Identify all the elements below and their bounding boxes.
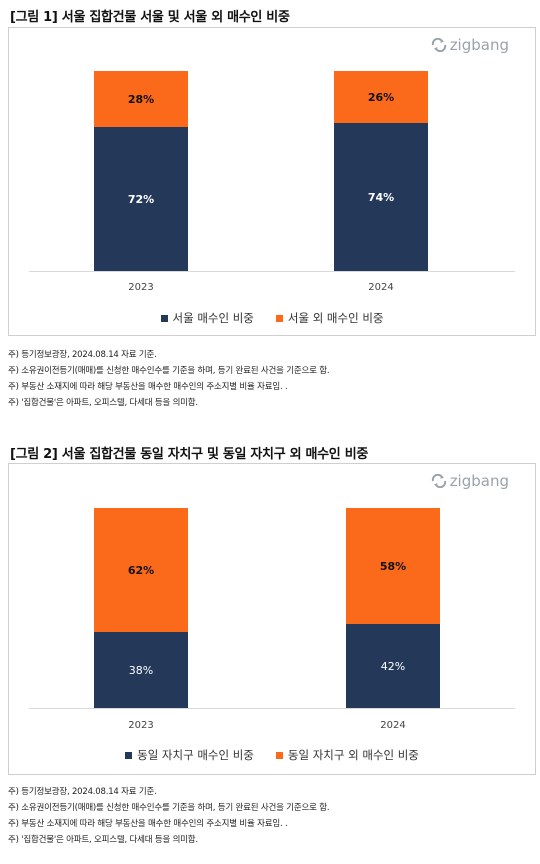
figure-2-notes: 주) 등기정보광장, 2024.08.14 자료 기준. 주) 소유권이전등기(… [8, 784, 330, 848]
note-line: 주) 부동산 소재지에 따라 해당 부동산을 매수한 매수인의 주소지별 비율 … [8, 819, 288, 829]
legend-swatch-orange [275, 751, 283, 759]
data-label: 26% [368, 91, 394, 104]
figure-1-chart-panel: zigbang 72% 28% 2023 74% 26% 2024 서울 매수인 비중 서… [8, 27, 536, 336]
bar-segment [94, 632, 188, 708]
zigbang-logo-icon [431, 474, 447, 488]
legend-swatch-navy [160, 314, 168, 322]
legend-label: 동일 자치구 외 매수인 비중 [287, 748, 419, 762]
bar-segment [94, 127, 188, 271]
data-label: 62% [128, 564, 154, 577]
legend-label: 서울 외 매수인 비중 [287, 311, 384, 325]
data-label: 72% [128, 193, 154, 206]
bar-segment [334, 71, 428, 123]
data-label: 38% [129, 664, 153, 677]
legend-swatch-navy [125, 751, 133, 759]
x-tick-label: 2023 [128, 720, 153, 731]
figure-2-chart-panel: zigbang 38% 62% 2023 42% 58% 2024 동일 자치구 매수인 … [8, 463, 536, 775]
note-line: 주) 등기정보광장, 2024.08.14 자료 기준. [8, 350, 157, 360]
bar-segment [94, 71, 188, 127]
legend-item-same-district: 동일 자치구 매수인 비중 [125, 747, 254, 763]
legend-item-other-district: 동일 자치구 외 매수인 비중 [275, 747, 419, 763]
zigbang-logo: zigbang [431, 472, 509, 490]
legend-label: 동일 자치구 매수인 비중 [137, 748, 254, 762]
bar-segment [346, 624, 440, 708]
zigbang-logo-icon [431, 38, 447, 52]
note-line: 주) 등기정보광장, 2024.08.14 자료 기준. [8, 787, 157, 797]
figure-2-legend: 동일 자치구 매수인 비중 동일 자치구 외 매수인 비중 [9, 747, 535, 763]
figure-1-stacked-bar-chart: 72% 28% 2023 74% 26% 2024 [29, 71, 515, 293]
bar-segment [94, 508, 188, 632]
figure-2-stacked-bar-chart: 38% 62% 2023 42% 58% 2024 [29, 508, 515, 731]
bar-segment [334, 123, 428, 271]
legend-label: 서울 매수인 비중 [172, 311, 254, 325]
data-label: 74% [368, 191, 394, 204]
figure-2-title: [그림 2] 서울 집합건물 동일 자치구 및 동일 자치구 외 매수인 비중 [10, 447, 369, 462]
zigbang-logo-text: zigbang [449, 36, 509, 54]
zigbang-logo-text: zigbang [449, 472, 509, 490]
figure-1-title: [그림 1] 서울 집합건물 서울 및 서울 외 매수인 비중 [10, 10, 290, 25]
note-line: 주) '집합건물'은 아파트, 오피스텔, 다세대 등을 의미함. [8, 398, 198, 408]
figure-1-notes: 주) 등기정보광장, 2024.08.14 자료 기준. 주) 소유권이전등기(… [8, 347, 330, 411]
legend-item-seoul: 서울 매수인 비중 [160, 310, 254, 326]
legend-swatch-orange [275, 314, 283, 322]
x-tick-label: 2024 [380, 720, 405, 731]
legend-item-non-seoul: 서울 외 매수인 비중 [275, 310, 384, 326]
data-label: 42% [381, 660, 405, 673]
x-tick-label: 2024 [368, 282, 393, 293]
note-line: 주) 소유권이전등기(매매)를 신청한 매수인수를 기준을 하며, 등기 완료된… [8, 366, 330, 376]
note-line: 주) '집합건물'은 아파트, 오피스텔, 다세대 등을 의미함. [8, 835, 198, 845]
note-line: 주) 소유권이전등기(매매)를 신청한 매수인수를 기준을 하며, 등기 완료된… [8, 803, 330, 813]
figure-1-legend: 서울 매수인 비중 서울 외 매수인 비중 [9, 310, 535, 326]
data-label: 58% [380, 560, 406, 573]
note-line: 주) 부동산 소재지에 따라 해당 부동산을 매수한 매수인의 주소지별 비율 … [8, 382, 288, 392]
x-tick-label: 2023 [128, 282, 153, 293]
zigbang-logo: zigbang [431, 36, 509, 54]
bar-segment [346, 508, 440, 624]
data-label: 28% [128, 93, 154, 106]
